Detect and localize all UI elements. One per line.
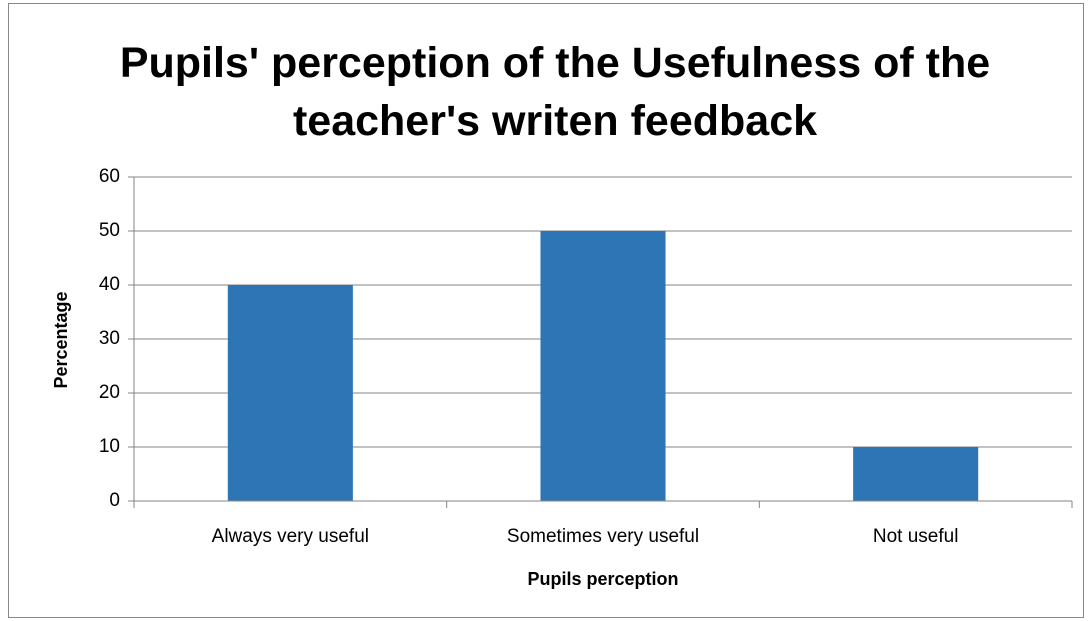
x-tick-label: Not useful <box>873 526 959 547</box>
y-tick-label: 40 <box>99 274 120 295</box>
x-tick-label: Sometimes very useful <box>507 526 699 547</box>
chart-title: Pupils' perception of the Usefulness of … <box>119 39 991 145</box>
y-tick-label: 60 <box>99 166 120 187</box>
x-axis-label: Pupils perception <box>527 569 678 589</box>
x-tick-label: Always very useful <box>212 526 369 547</box>
bar <box>227 285 353 501</box>
y-tick-label: 50 <box>99 220 120 241</box>
y-tick-label: 10 <box>99 436 120 457</box>
y-tick-label: 30 <box>99 328 120 349</box>
bar <box>853 447 979 501</box>
y-tick-label: 0 <box>109 490 120 511</box>
bar <box>540 231 666 501</box>
y-tick-label: 20 <box>99 382 120 403</box>
y-axis-label: Percentage <box>51 291 71 388</box>
